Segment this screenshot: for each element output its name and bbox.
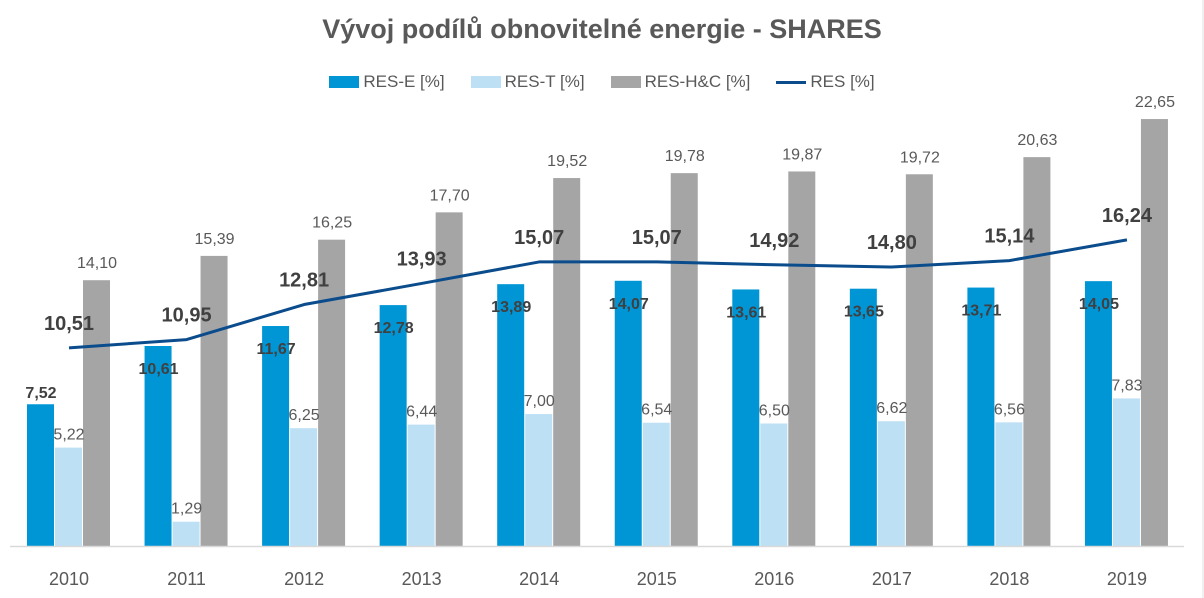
data-label-res-h-c-2019: 22,65: [1135, 94, 1175, 111]
data-label-res-2013: 13,93: [397, 248, 447, 270]
data-label-res-2011: 10,95: [162, 305, 212, 327]
bar-res-e-2015: [614, 280, 642, 546]
bar-res-t-2012: [290, 428, 318, 546]
data-label-res-t-2013: 6,44: [406, 404, 437, 421]
legend-label-res-t: RES-T [%]: [504, 72, 585, 91]
data-label-res-e-2011: 10,61: [139, 361, 179, 378]
data-label-res-h-c-2016: 19,87: [782, 146, 822, 163]
data-label-res-e-2019: 14,05: [1079, 296, 1119, 313]
data-label-res-e-2010: 7,52: [25, 385, 56, 402]
data-label-res-t-2011: 1,29: [171, 501, 202, 518]
x-tick-label-2010: 2010: [49, 569, 89, 589]
bar-res-e-2014: [497, 284, 525, 546]
data-label-res-t-2016: 6,50: [759, 402, 790, 419]
bar-res-t-2013: [407, 424, 435, 546]
bar-res-h-c-2012: [318, 239, 346, 546]
legend-swatch-res: [776, 80, 807, 84]
data-label-res-2019: 16,24: [1102, 205, 1153, 227]
legend-item-res-t: RES-T [%]: [470, 72, 585, 92]
data-label-res-h-c-2014: 19,52: [547, 153, 587, 170]
data-label-res-2016: 14,92: [749, 230, 799, 252]
bar-res-h-c-2015: [670, 173, 698, 546]
data-label-res-h-c-2011: 15,39: [195, 231, 235, 248]
data-label-res-2014: 15,07: [514, 227, 564, 249]
bar-res-e-2010: [27, 404, 54, 546]
data-label-res-e-2012: 11,67: [257, 341, 296, 358]
legend-swatch-res-e: [329, 76, 360, 88]
bar-res-h-c-2014: [553, 178, 581, 546]
legend-label-res-e: RES-E [%]: [363, 72, 445, 91]
bar-res-h-c-2013: [435, 212, 463, 547]
bar-res-t-2014: [525, 414, 553, 546]
data-label-res-2010: 10,51: [44, 313, 94, 335]
bar-res-h-c-2019: [1140, 119, 1168, 547]
data-label-res-t-2010: 5,22: [53, 427, 84, 444]
x-tick-label-2019: 2019: [1107, 569, 1147, 589]
bar-res-h-c-2011: [200, 255, 228, 546]
bar-res-e-2019: [1084, 281, 1112, 546]
bar-res-t-2015: [642, 422, 670, 546]
data-label-res-h-c-2018: 20,63: [1017, 132, 1057, 149]
bar-res-e-2017: [849, 288, 877, 546]
bar-res-h-c-2018: [1023, 157, 1051, 546]
bar-res-e-2012: [262, 326, 290, 546]
legend-item-res-e: RES-E [%]: [329, 72, 445, 92]
data-label-res-2015: 15,07: [632, 227, 682, 249]
legend-swatch-res-hc: [610, 76, 641, 88]
legend-item-res-hc: RES-H&C [%]: [610, 72, 751, 92]
data-label-res-h-c-2017: 19,72: [900, 149, 940, 166]
data-label-res-e-2017: 13,65: [844, 304, 884, 321]
legend-label-res-hc: RES-H&C [%]: [644, 72, 751, 91]
legend-label-res: RES [%]: [810, 72, 875, 91]
bar-res-e-2013: [379, 305, 407, 546]
legend: RES-E [%] RES-T [%] RES-H&C [%] RES [%]: [0, 72, 1204, 92]
data-label-res-2012: 12,81: [279, 270, 329, 292]
data-label-res-t-2014: 7,00: [524, 393, 555, 410]
data-label-res-t-2012: 6,25: [289, 407, 320, 424]
legend-item-res: RES [%]: [776, 72, 875, 92]
bar-res-t-2016: [760, 423, 788, 546]
data-label-res-t-2019: 7,83: [1111, 377, 1142, 394]
legend-swatch-res-t: [470, 76, 501, 88]
data-label-res-h-c-2013: 17,70: [430, 187, 470, 204]
chart-title: Vývoj podílů obnovitelné energie - SHARE…: [322, 14, 882, 44]
bar-res-t-2010: [55, 447, 82, 546]
data-label-res-e-2015: 14,07: [609, 296, 649, 313]
frame-edge: [1202, 0, 1204, 598]
data-label-res-t-2018: 6,56: [994, 401, 1025, 418]
data-label-res-e-2013: 12,78: [374, 320, 414, 337]
x-tick-label-2012: 2012: [284, 569, 324, 589]
data-label-res-h-c-2015: 19,78: [665, 148, 705, 165]
x-tick-label-2011: 2011: [167, 569, 206, 589]
x-tick-label-2017: 2017: [872, 569, 912, 589]
data-label-res-t-2017: 6,62: [876, 400, 907, 417]
bar-res-t-2018: [995, 422, 1023, 546]
data-label-res-e-2018: 13,71: [961, 303, 1001, 320]
data-label-res-t-2015: 6,54: [641, 402, 672, 419]
bar-res-t-2011: [172, 521, 200, 546]
data-label-res-h-c-2012: 16,25: [312, 215, 352, 232]
x-tick-label-2013: 2013: [402, 569, 442, 589]
bar-res-e-2011: [144, 346, 172, 546]
bar-res-e-2016: [732, 289, 760, 546]
line-res: [68, 238, 1128, 350]
data-label-res-e-2016: 13,61: [726, 304, 766, 321]
bar-res-h-c-2016: [788, 171, 816, 546]
bar-res-t-2019: [1112, 398, 1140, 546]
data-label-res-h-c-2010: 14,10: [77, 255, 117, 272]
x-tick-label-2014: 2014: [519, 569, 559, 589]
bar-res-h-c-2017: [905, 174, 933, 546]
data-label-res-e-2014: 13,89: [491, 299, 531, 316]
bar-res-e-2018: [967, 287, 995, 546]
x-tick-label-2015: 2015: [637, 569, 677, 589]
x-tick-label-2018: 2018: [989, 569, 1029, 589]
data-label-res-2018: 15,14: [984, 226, 1035, 248]
x-tick-label-2016: 2016: [754, 569, 794, 589]
bar-res-t-2017: [877, 421, 905, 546]
data-label-res-2017: 14,80: [867, 232, 917, 254]
bar-res-h-c-2010: [83, 280, 110, 546]
